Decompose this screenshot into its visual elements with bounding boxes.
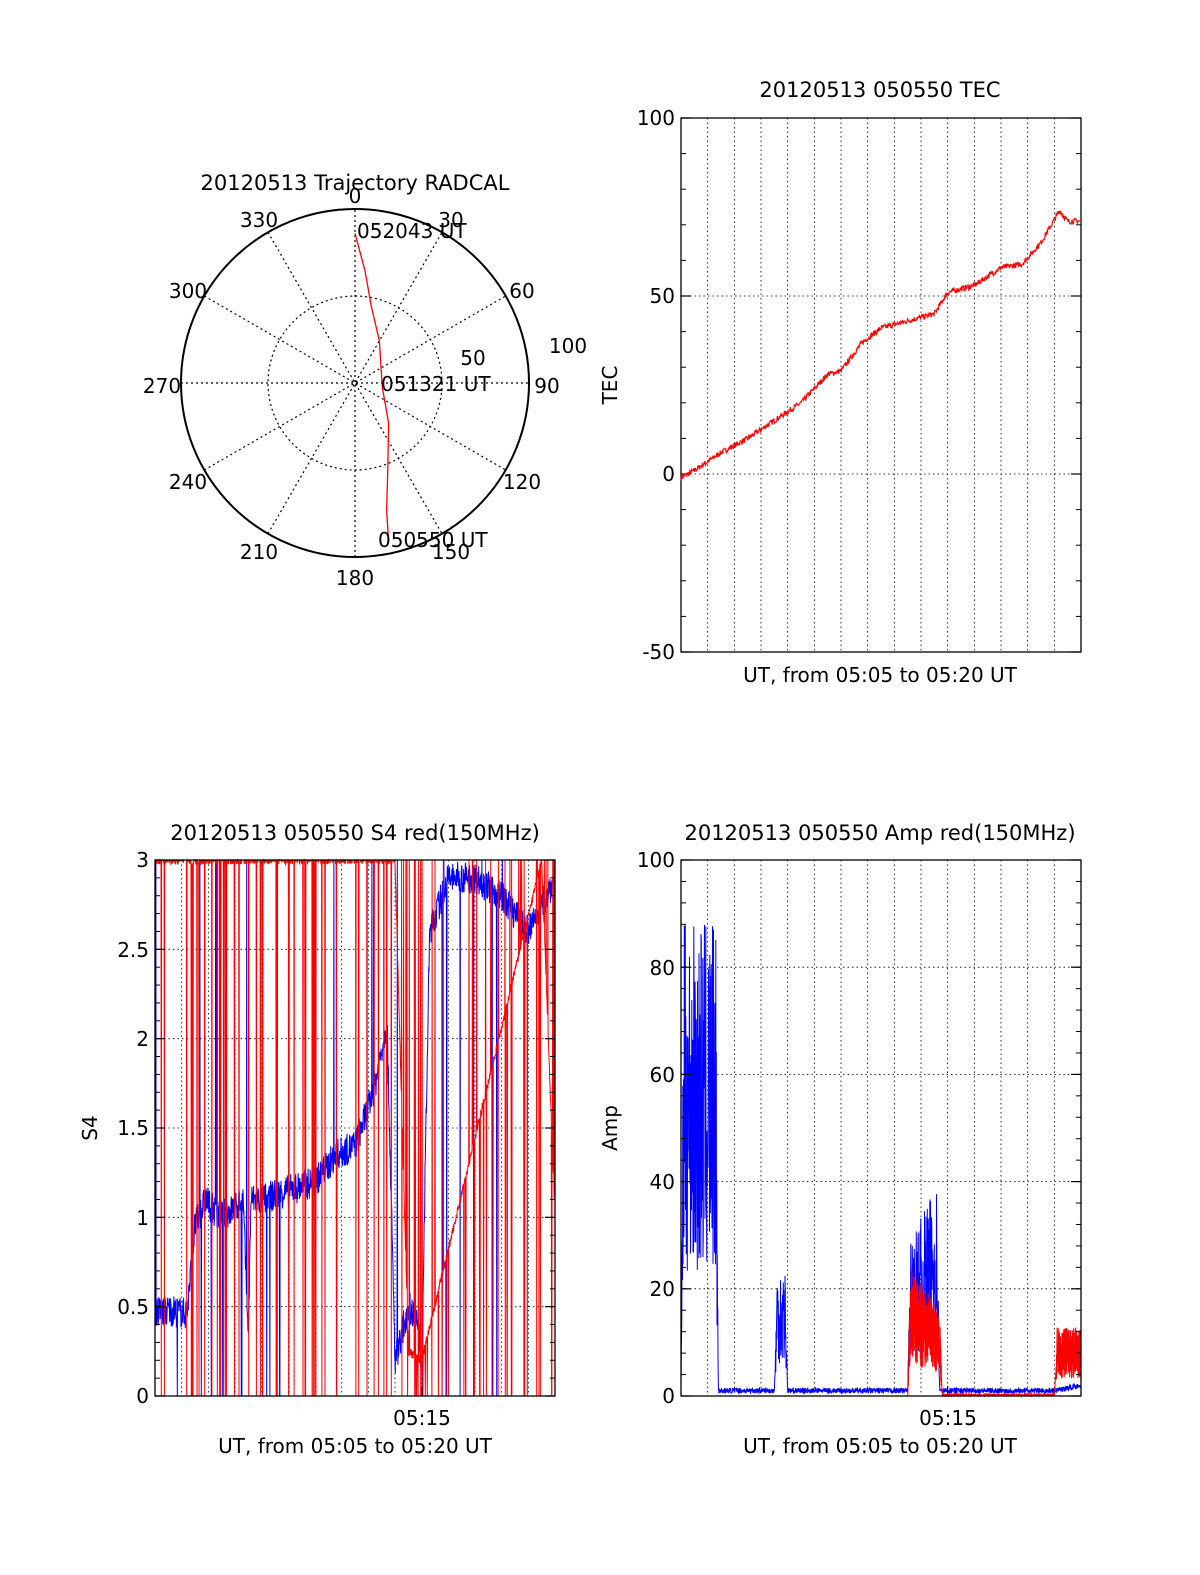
- s4-ytick-2.5: 2.5: [117, 938, 149, 962]
- angle-label-180: 180: [336, 566, 374, 590]
- amp-ytick-60: 60: [650, 1063, 675, 1087]
- angle-label-150: 150: [432, 540, 470, 564]
- angle-label-270: 270: [143, 374, 181, 398]
- amp-ticks: [681, 859, 1081, 1397]
- amp-ytick-20: 20: [650, 1277, 675, 1301]
- s4-ytick-1.5: 1.5: [117, 1116, 149, 1140]
- amp-xtick-0515: 05:15: [919, 1406, 977, 1430]
- angle-label-240: 240: [169, 470, 207, 494]
- s4-xtick-0515: 05:15: [393, 1406, 451, 1430]
- tec-ticks: [681, 117, 1081, 653]
- s4-panel: 20120513 050550 S4 red(150MHz) 0 0.5 1 1…: [78, 821, 556, 1458]
- amp-plot-frame: [680, 859, 1082, 1397]
- tec-plot-frame: [680, 117, 1082, 653]
- angle-label-300: 300: [169, 279, 207, 303]
- tec-panel: 20120513 050550 TEC 100 50 0 -50 TEC UT,…: [598, 78, 1082, 687]
- angle-label-30: 30: [438, 208, 463, 232]
- tec-series-red: [680, 210, 1082, 481]
- angle-label-120: 120: [503, 470, 541, 494]
- amp-ytick-80: 80: [650, 956, 675, 980]
- s4-series: [154, 858, 556, 1397]
- amp-series-blue: [680, 924, 1082, 1396]
- amp-panel: 20120513 050550 Amp red(150MHz) 0 20 40 …: [598, 821, 1082, 1458]
- amp-series: [680, 924, 1082, 1398]
- tec-title: 20120513 050550 TEC: [759, 78, 1000, 102]
- radius-label-100: 100: [549, 334, 587, 358]
- tec-ytick-neg50: -50: [642, 640, 675, 664]
- s4-series-blue: [154, 859, 556, 1397]
- tec-grid: [681, 118, 1081, 652]
- tec-ylabel: TEC: [598, 366, 622, 406]
- polar-spoke-150: [267, 232, 443, 534]
- s4-ytick-3: 3: [136, 848, 149, 872]
- angle-label-330: 330: [240, 208, 278, 232]
- s4-ylabel: S4: [78, 1115, 102, 1140]
- trajectory-track: [354, 233, 390, 542]
- angle-label-60: 60: [509, 279, 534, 303]
- tec-series: [680, 210, 1082, 481]
- tec-xlabel: UT, from 05:05 to 05:20 UT: [743, 663, 1018, 687]
- polar-spoke-120: [204, 295, 506, 471]
- trajectory-annotation-mid: 051321 UT: [381, 372, 491, 396]
- polar-grid: [181, 209, 529, 557]
- angle-label-210: 210: [240, 540, 278, 564]
- trajectory-annotation-start: 050550 UT: [378, 528, 488, 552]
- amp-xlabel: UT, from 05:05 to 05:20 UT: [743, 1434, 1018, 1458]
- amp-ytick-40: 40: [650, 1170, 675, 1194]
- s4-ytick-0.5: 0.5: [117, 1295, 149, 1319]
- s4-xlabel: UT, from 05:05 to 05:20 UT: [218, 1434, 493, 1458]
- trajectory-title: 20120513 Trajectory RADCAL: [201, 171, 510, 195]
- amp-ytick-100: 100: [637, 848, 675, 872]
- tec-ytick-0: 0: [662, 462, 675, 486]
- angle-label-0: 0: [349, 184, 362, 208]
- amp-ylabel: Amp: [598, 1105, 622, 1151]
- s4-ytick-0: 0: [136, 1384, 149, 1408]
- tec-ytick-50: 50: [650, 284, 675, 308]
- angle-label-90: 90: [534, 374, 559, 398]
- amp-title: 20120513 050550 Amp red(150MHz): [684, 821, 1075, 845]
- polar-spoke-60: [204, 295, 506, 471]
- trajectory-panel: 20120513 Trajectory RADCAL 0 30 60 90 12…: [143, 171, 587, 590]
- polar-outer-ring: [180, 208, 530, 558]
- polar-angle-labels: 0 30 60 90 120 150 180 210 240 270 300 3…: [143, 184, 560, 590]
- amp-ytick-0: 0: [662, 1384, 675, 1408]
- s4-ytick-2: 2: [136, 1027, 149, 1051]
- radius-label-50: 50: [460, 346, 485, 370]
- polar-spoke-30: [267, 232, 443, 534]
- trajectory-annotation-end: 052043 UT: [357, 219, 467, 243]
- s4-ytick-1: 1: [136, 1206, 149, 1230]
- s4-ticks: [155, 859, 555, 1397]
- amp-grid: [681, 860, 1081, 1396]
- s4-title: 20120513 050550 S4 red(150MHz): [170, 821, 540, 845]
- tec-ytick-100: 100: [637, 106, 675, 130]
